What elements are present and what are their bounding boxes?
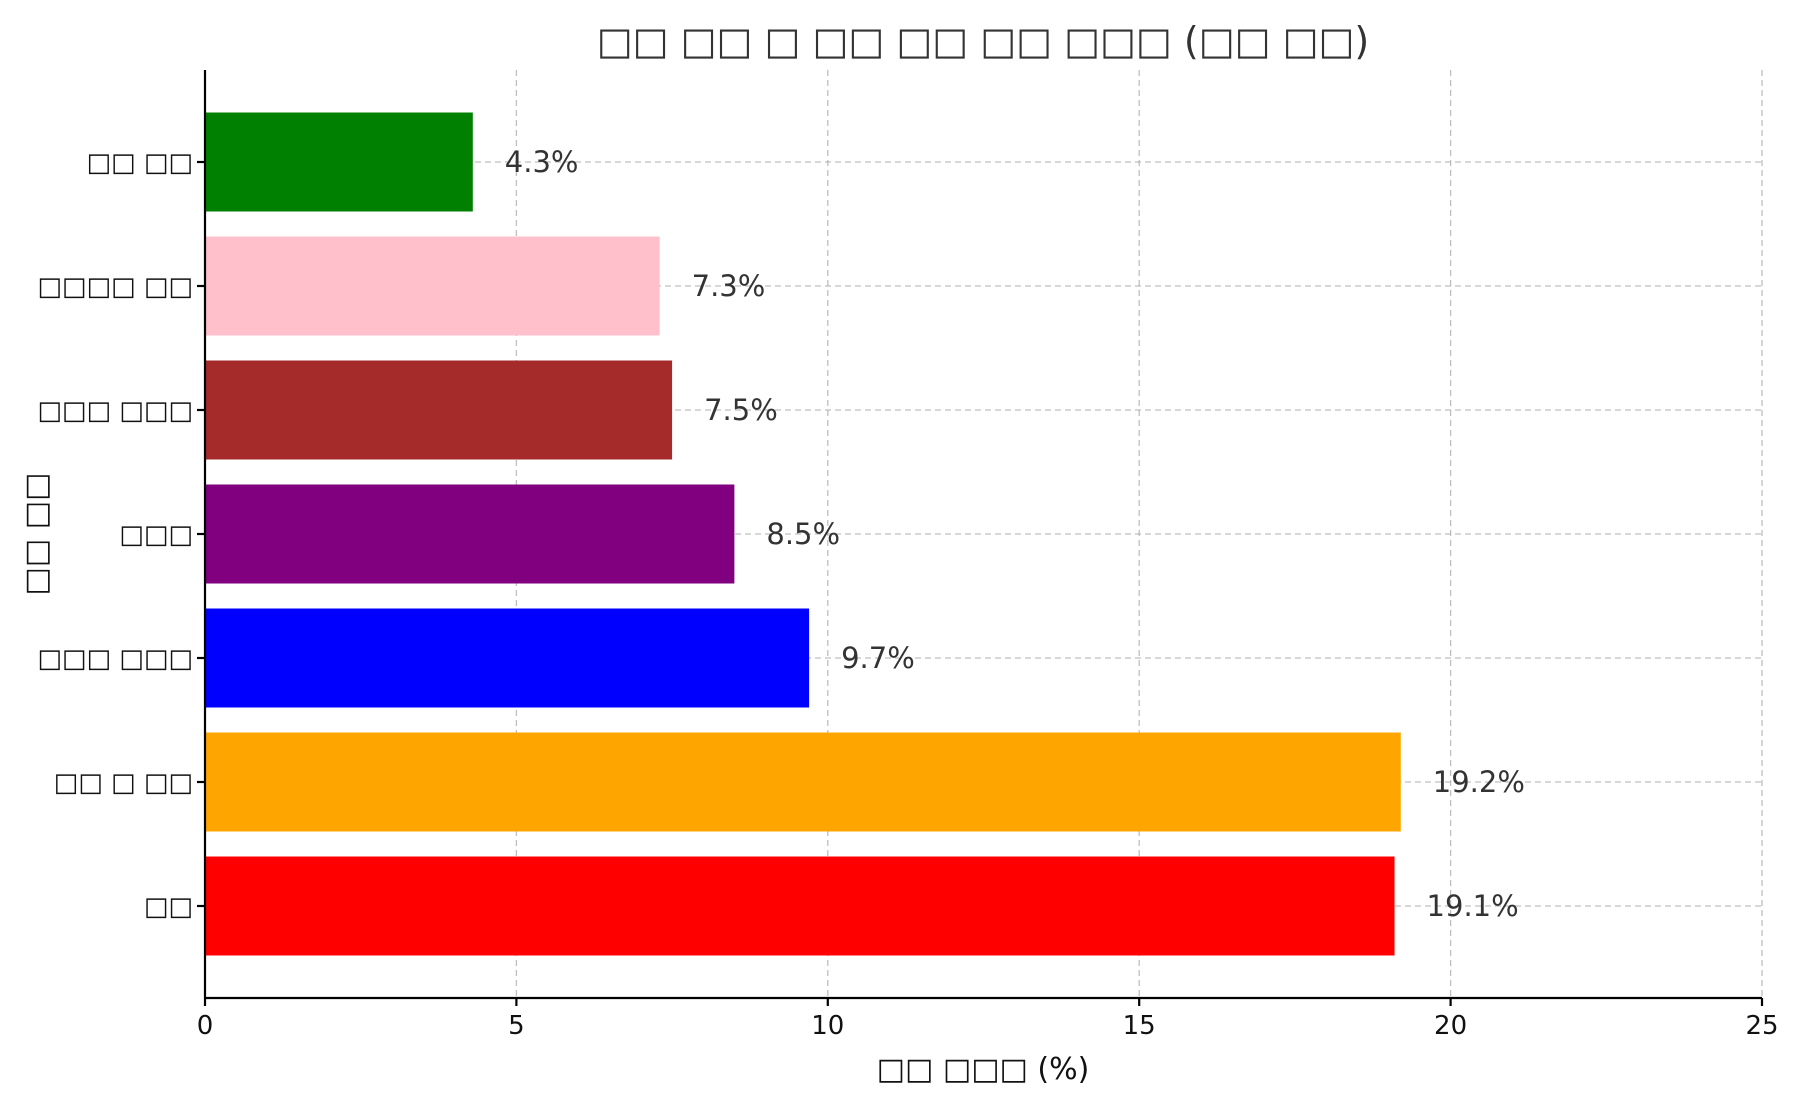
y-tick-label: □□□ □□□ [37, 644, 193, 674]
bar-value-label: 7.5% [704, 393, 778, 427]
x-axis-label: □□ □□□ (%) [877, 1052, 1090, 1087]
bar-value-label: 19.2% [1433, 765, 1525, 799]
y-tick-label: □□ [144, 892, 193, 922]
bar [205, 236, 660, 336]
bar-value-label: 9.7% [841, 641, 915, 675]
bar-value-label: 19.1% [1427, 889, 1519, 923]
y-tick-label: □□□ [119, 520, 193, 550]
y-axis-label: □□ □□ [19, 473, 54, 596]
x-tick-label: 0 [197, 1011, 214, 1041]
chart-title: □□ □□ □ □□ □□ □□ □□□ (□□ □□) [597, 19, 1370, 63]
x-tick-label: 10 [811, 1011, 844, 1041]
bar [205, 360, 673, 460]
y-tick-label: □□ □□ [86, 148, 193, 178]
bar [205, 112, 473, 212]
x-tick-label: 15 [1123, 1011, 1156, 1041]
data-labels: 19.1% 19.2% 9.7% 8.5% 7.5% 7.3% 4.3% [505, 145, 1525, 923]
axes: □□ □□ □ □□ □□□ □□□ □□□ □□□ □□□ □□□□ □□ □□ □□ 0 5… [37, 70, 1779, 1041]
bar-value-label: 7.3% [692, 269, 766, 303]
bar [205, 732, 1401, 832]
bar [205, 856, 1395, 956]
x-tick-label: 20 [1434, 1011, 1467, 1041]
bar [205, 608, 810, 708]
y-tick-label: □□ □ □□ [54, 768, 193, 798]
y-tick-label: □□□□ □□ [37, 272, 193, 302]
y-tick-label: □□□ □□□ [37, 396, 193, 426]
x-tick-label: 25 [1745, 1011, 1778, 1041]
bar [205, 484, 735, 584]
x-tick-label: 5 [508, 1011, 525, 1041]
bars [205, 112, 1401, 956]
bar-value-label: 8.5% [766, 517, 840, 551]
bar-value-label: 4.3% [505, 145, 579, 179]
